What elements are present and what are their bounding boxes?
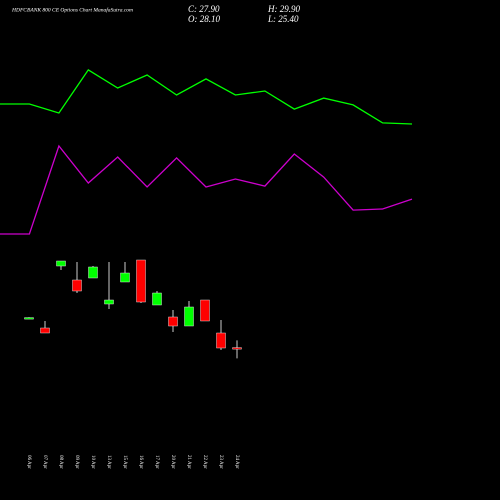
header-open: O: 28.10: [188, 14, 220, 24]
x-tick-label: 23 Apr: [218, 455, 223, 469]
x-tick-label: 07 Apr: [42, 455, 47, 469]
x-tick-label: 09 Apr: [74, 455, 79, 469]
x-tick-label: 16 Apr: [138, 455, 143, 469]
x-tick-label: 06 Apr: [26, 455, 31, 469]
header-close: C: 27.90: [188, 4, 220, 14]
candle-body: [72, 279, 82, 292]
x-tick-label: 10 Apr: [90, 455, 95, 469]
candle-body: [200, 299, 210, 322]
chart-title: HDFCBANK 800 CE Options Chart ManafaSutr…: [11, 6, 133, 13]
x-tick-label: 15 Apr: [122, 455, 127, 469]
x-tick-label: 24 Apr: [234, 455, 239, 469]
x-tick-label: 22 Apr: [202, 455, 207, 469]
candle-body: [216, 332, 226, 349]
candle-body: [184, 306, 194, 327]
x-tick-label: 17 Apr: [154, 455, 159, 469]
x-tick-label: 08 Apr: [58, 455, 63, 469]
candle-body: [120, 272, 130, 283]
indicator-line: [0, 69, 413, 125]
candle-body: [136, 259, 146, 303]
candle-body: [104, 299, 114, 305]
candle-body: [88, 266, 98, 279]
candle-body: [24, 317, 34, 320]
candle-body: [40, 327, 50, 334]
candle-body: [56, 260, 66, 267]
candle-body: [232, 347, 242, 350]
x-tick-label: 20 Apr: [170, 455, 175, 469]
candle-body: [152, 292, 162, 306]
header-high: H: 29.90: [267, 4, 300, 14]
x-tick-label: 13 Apr: [106, 455, 111, 469]
header-low: L: 25.40: [267, 14, 299, 24]
indicator-line: [0, 144, 413, 235]
x-tick-label: 21 Apr: [186, 455, 191, 469]
candle-body: [168, 316, 178, 327]
